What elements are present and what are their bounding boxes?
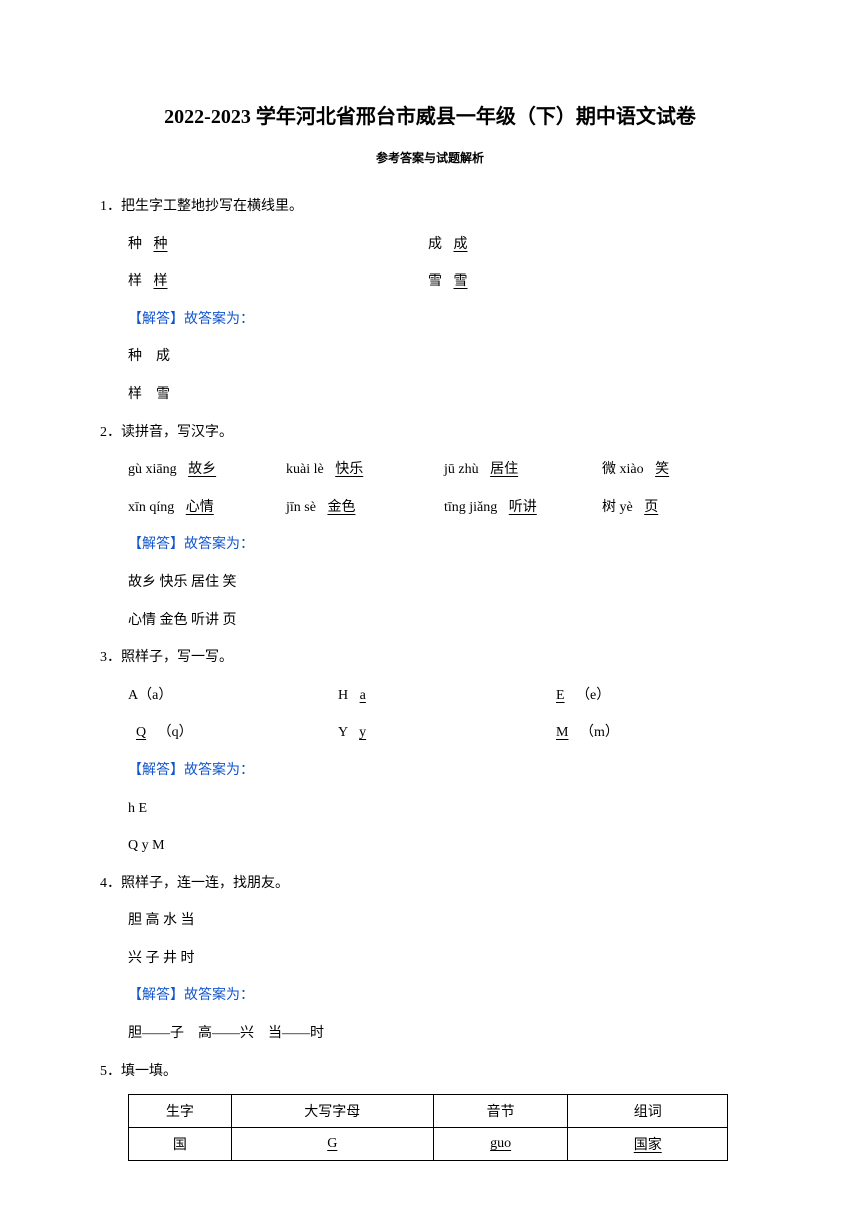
q3-c1c: （e）	[576, 688, 610, 703]
q5-h3: 组词	[568, 1095, 728, 1128]
q2-a8: 页	[636, 500, 666, 515]
q5-h2: 音节	[433, 1095, 568, 1128]
q2-p6: jīn sè	[286, 500, 316, 515]
q2-p5: xīn qíng	[128, 500, 174, 515]
q2-a3: 居住	[482, 462, 526, 477]
q1-r2a-char: 样	[128, 274, 142, 289]
q5-r3: 国家	[568, 1128, 728, 1161]
q2-p4: 微 xiào	[602, 462, 644, 477]
q2-a6: 金色	[319, 500, 363, 515]
q1-row1: 种 种 成 成	[100, 228, 760, 262]
q3-c2b-ans: y	[351, 725, 374, 740]
q3-c2a: （q）	[158, 725, 193, 740]
q2-a7: 听讲	[501, 500, 545, 515]
q1-r1a-answer: 种	[146, 237, 176, 252]
q3-prompt: 3．照样子，写一写。	[100, 641, 760, 675]
q3-c2c: （m）	[580, 725, 619, 740]
q2-answer-line1: 故乡 快乐 居住 笑	[100, 566, 760, 600]
q1-r2b-answer: 雪	[446, 274, 476, 289]
q2-p3: jū zhù	[444, 462, 479, 477]
subtitle: 参考答案与试题解析	[100, 149, 760, 166]
q3-row1: A（a） H a E （e）	[100, 679, 760, 713]
table-row: 国 G guo 国家	[129, 1128, 728, 1161]
q2-a2: 快乐	[327, 462, 371, 477]
q2-p2: kuài lè	[286, 462, 324, 477]
q3-answer-line2: Q y M	[100, 829, 760, 863]
q2-answer-line2: 心情 金色 听讲 页	[100, 604, 760, 638]
q4-answer: 胆——子 高——兴 当——时	[100, 1017, 760, 1051]
q3-answer-line1: h E	[100, 792, 760, 826]
q2-p7: tīng jiǎng	[444, 500, 497, 515]
q2-a5: 心情	[178, 500, 222, 515]
q1-prompt: 1．把生字工整地抄写在横线里。	[100, 190, 760, 224]
q1-answer-line1: 种 成	[100, 340, 760, 374]
q1-answer-line2: 样 雪	[100, 378, 760, 412]
q3-c1a: A（a）	[128, 679, 338, 713]
q2-p8: 树 yè	[602, 500, 633, 515]
q3-c1c-ans: E	[548, 688, 573, 703]
q3-c2b: Y	[338, 725, 348, 740]
q4-prompt: 4．照样子，连一连，找朋友。	[100, 867, 760, 901]
q3-c1b-ans: a	[352, 688, 374, 703]
q3-answer-label: 【解答】故答案为：	[100, 754, 760, 788]
q4-answer-label: 【解答】故答案为：	[100, 979, 760, 1013]
table-header-row: 生字 大写字母 音节 组词	[129, 1095, 728, 1128]
q4-line1: 胆 高 水 当	[100, 904, 760, 938]
q2-a4: 笑	[647, 462, 677, 477]
q1-r1a-char: 种	[128, 237, 142, 252]
q1-answer-label: 【解答】故答案为：	[100, 303, 760, 337]
q5-r0: 国	[129, 1128, 232, 1161]
q5-r2: guo	[433, 1128, 568, 1161]
q3-c2c-ans: M	[548, 725, 576, 740]
q1-r1b-char: 成	[428, 237, 442, 252]
q2-p1: gù xiāng	[128, 462, 177, 477]
q1-r1b-answer: 成	[446, 237, 476, 252]
q3-c1b: H	[338, 688, 348, 703]
q2-a1: 故乡	[180, 462, 224, 477]
q5-r1: G	[231, 1128, 433, 1161]
q2-row1: gù xiāng 故乡 kuài lè 快乐 jū zhù 居住 微 xiào …	[100, 453, 760, 487]
q3-row2: Q （q） Y y M （m）	[100, 716, 760, 750]
q1-row2: 样 样 雪 雪	[100, 265, 760, 299]
page-title: 2022-2023 学年河北省邢台市威县一年级（下）期中语文试卷	[100, 100, 760, 129]
q5-h1: 大写字母	[231, 1095, 433, 1128]
q3-c2a-ans: Q	[128, 725, 154, 740]
q1-r2b-char: 雪	[428, 274, 442, 289]
q5-table: 生字 大写字母 音节 组词 国 G guo 国家	[128, 1094, 728, 1161]
q2-row2: xīn qíng 心情 jīn sè 金色 tīng jiǎng 听讲 树 yè…	[100, 491, 760, 525]
q2-answer-label: 【解答】故答案为：	[100, 528, 760, 562]
q1-r2a-answer: 样	[146, 274, 176, 289]
q5-h0: 生字	[129, 1095, 232, 1128]
q4-line2: 兴 子 井 时	[100, 942, 760, 976]
q5-prompt: 5．填一填。	[100, 1055, 760, 1089]
q2-prompt: 2．读拼音，写汉字。	[100, 416, 760, 450]
